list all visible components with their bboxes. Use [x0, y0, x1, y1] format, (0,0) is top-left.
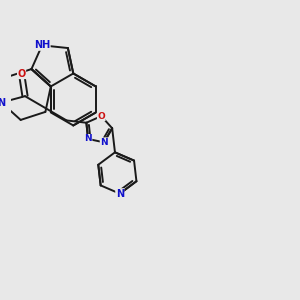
Text: O: O [98, 112, 105, 121]
Text: N: N [84, 134, 92, 143]
Text: NH: NH [34, 40, 50, 50]
Text: N: N [100, 138, 108, 147]
Text: N: N [0, 98, 5, 107]
Text: O: O [17, 69, 26, 79]
Text: N: N [116, 189, 124, 199]
